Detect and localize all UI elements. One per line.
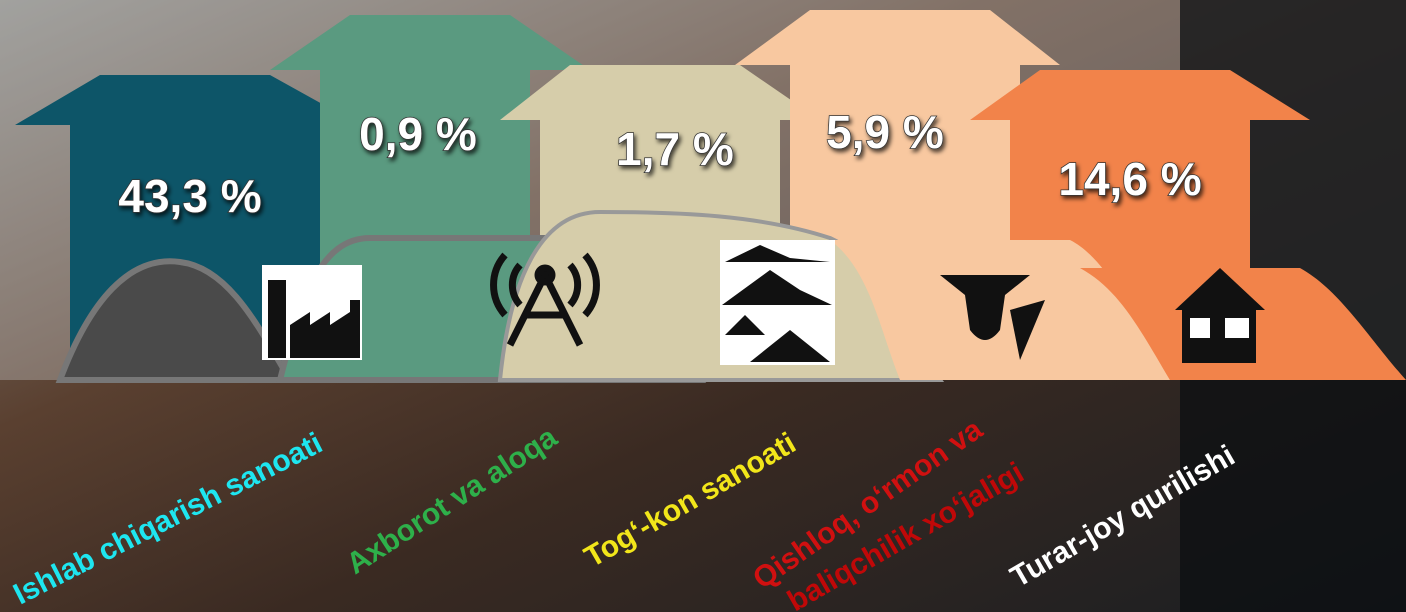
percentage: 14,6 %	[1058, 153, 1201, 205]
percentage: 43,3 %	[118, 170, 261, 222]
infographic: 43,3 % 0,9 % 1,7 % 5,9 % 14,6 % Ishlab c…	[0, 0, 1406, 612]
factory-icon	[262, 265, 362, 360]
percentage: 5,9 %	[826, 106, 944, 158]
mountains-icon	[720, 240, 835, 365]
percentage: 1,7 %	[616, 123, 734, 175]
percentage: 0,9 %	[359, 108, 477, 160]
